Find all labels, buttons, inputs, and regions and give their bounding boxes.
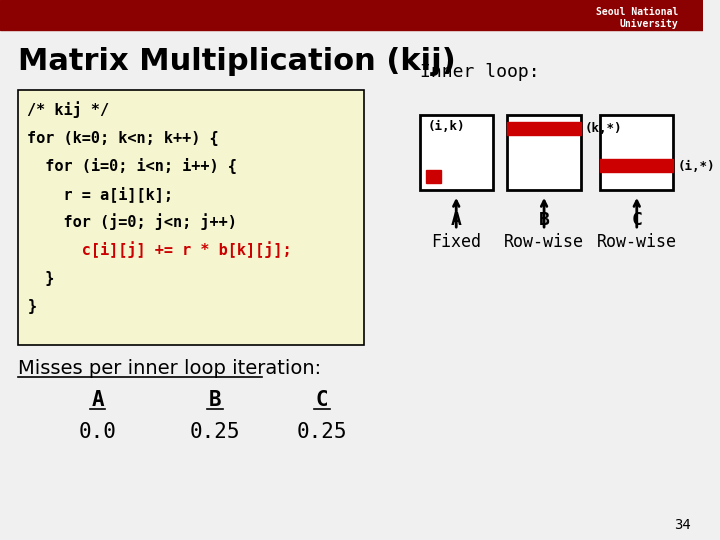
- Text: }: }: [27, 271, 55, 286]
- Bar: [0, 0, 703, 30]
- Text: Row-wise: Row-wise: [597, 233, 677, 251]
- Text: 0.25: 0.25: [297, 422, 347, 442]
- Text: Fixed: Fixed: [431, 233, 481, 251]
- Bar: [508, 115, 580, 190]
- Text: B: B: [539, 211, 549, 229]
- Text: c[i][j] += r * b[k][j];: c[i][j] += r * b[k][j];: [27, 241, 292, 259]
- Text: Inner loop:: Inner loop:: [420, 63, 539, 81]
- Text: for (j=0; j<n; j++): for (j=0; j<n; j++): [27, 214, 237, 231]
- Bar: [426, 170, 441, 183]
- Text: (k,*): (k,*): [585, 122, 622, 134]
- Text: /* kij */: /* kij */: [27, 102, 109, 118]
- Text: C: C: [631, 211, 642, 229]
- Text: A: A: [91, 390, 104, 410]
- Text: 34: 34: [674, 518, 691, 532]
- Text: C: C: [316, 390, 328, 410]
- Text: r = a[i][k];: r = a[i][k];: [27, 186, 174, 202]
- Text: }: }: [27, 299, 37, 314]
- Bar: [420, 115, 492, 190]
- Text: (i,*): (i,*): [678, 159, 715, 172]
- Text: Seoul National
University: Seoul National University: [596, 7, 678, 29]
- Text: for (k=0; k<n; k++) {: for (k=0; k<n; k++) {: [27, 131, 219, 145]
- Text: A: A: [451, 211, 462, 229]
- Bar: [600, 115, 673, 190]
- Text: Matrix Multiplication (kij): Matrix Multiplication (kij): [17, 48, 455, 77]
- Bar: [508, 122, 580, 135]
- Text: (i,k): (i,k): [428, 120, 465, 133]
- Text: Misses per inner loop iteration:: Misses per inner loop iteration:: [17, 359, 320, 377]
- Bar: [17, 90, 364, 345]
- Text: Row-wise: Row-wise: [504, 233, 584, 251]
- Bar: [600, 159, 673, 172]
- Text: 0.25: 0.25: [189, 422, 240, 442]
- Text: 0.0: 0.0: [78, 422, 117, 442]
- Text: for (i=0; i<n; i++) {: for (i=0; i<n; i++) {: [27, 158, 237, 174]
- Text: B: B: [208, 390, 221, 410]
